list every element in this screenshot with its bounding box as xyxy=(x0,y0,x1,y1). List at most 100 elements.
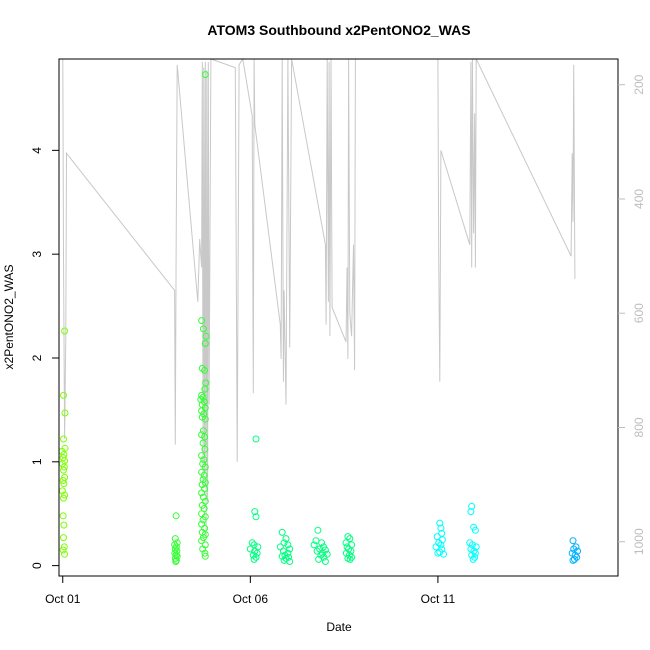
data-point xyxy=(318,549,326,557)
data-point xyxy=(278,552,286,560)
data-point xyxy=(471,526,479,534)
data-point xyxy=(200,471,208,479)
y2-tick-label: 800 xyxy=(632,417,646,437)
data-point xyxy=(346,555,354,563)
data-point xyxy=(172,556,180,564)
data-point xyxy=(199,516,207,524)
chart-title: ATOM3 Southbound x2PentONO2_WAS xyxy=(207,22,470,38)
data-point xyxy=(60,534,67,542)
data-point xyxy=(436,519,444,527)
data-point xyxy=(201,366,209,374)
data-point xyxy=(571,555,578,563)
data-point xyxy=(440,550,447,558)
y-tick-label: 0 xyxy=(30,562,44,569)
y2-tick-label: 400 xyxy=(632,189,646,209)
data-point xyxy=(60,480,68,488)
pressure-line xyxy=(62,57,576,537)
data-points xyxy=(58,71,581,565)
y-tick-label: 4 xyxy=(30,147,44,154)
data-point xyxy=(252,513,260,521)
data-point xyxy=(467,508,475,516)
y2-tick-label: 600 xyxy=(632,303,646,323)
data-point xyxy=(344,533,352,541)
data-point xyxy=(252,553,260,561)
data-point xyxy=(61,491,69,499)
data-point xyxy=(60,466,67,474)
data-point xyxy=(569,537,577,545)
data-point xyxy=(201,340,209,347)
data-point xyxy=(437,524,445,532)
data-point xyxy=(61,550,69,558)
data-point xyxy=(198,391,206,399)
pressure-trace xyxy=(62,57,576,537)
data-point xyxy=(286,558,294,565)
data-point xyxy=(246,545,254,553)
data-point xyxy=(314,526,322,534)
y-axis-label: x2PentONO2_WAS xyxy=(2,265,16,370)
data-point xyxy=(310,541,318,549)
data-point xyxy=(60,543,68,551)
data-point xyxy=(201,463,209,471)
data-point xyxy=(201,549,209,557)
data-point xyxy=(60,494,67,502)
data-point xyxy=(282,535,290,543)
data-point xyxy=(201,385,209,393)
y-tick-label: 2 xyxy=(30,354,44,361)
data-point xyxy=(199,393,207,401)
data-point xyxy=(200,456,208,464)
data-point xyxy=(318,539,326,547)
data-point xyxy=(199,493,207,501)
data-point xyxy=(172,558,180,565)
data-point xyxy=(61,327,69,335)
data-point xyxy=(60,391,67,399)
data-point xyxy=(201,552,209,560)
data-point xyxy=(471,553,479,561)
data-point xyxy=(348,553,356,561)
x-tick-label: Oct 06 xyxy=(233,592,269,606)
data-point xyxy=(199,439,207,447)
data-point xyxy=(471,549,479,557)
data-point xyxy=(468,541,476,549)
data-point xyxy=(252,435,260,443)
data-point xyxy=(468,502,476,510)
data-point xyxy=(198,537,206,545)
y2-axis: 200 400 600 800 1000 xyxy=(618,74,646,555)
data-point xyxy=(59,477,67,484)
data-point xyxy=(284,541,292,549)
data-point xyxy=(60,435,67,443)
data-point xyxy=(433,533,441,541)
y-tick-label: 1 xyxy=(30,458,44,465)
data-point xyxy=(345,551,353,559)
data-point xyxy=(286,545,294,553)
data-point xyxy=(198,364,206,372)
x-axis-label: Date xyxy=(326,620,352,634)
data-point xyxy=(172,512,180,520)
data-point xyxy=(60,463,68,471)
y2-tick-label: 1000 xyxy=(632,528,646,555)
data-point xyxy=(61,409,69,417)
y-axis: 0 1 2 3 4 xyxy=(30,147,59,569)
data-point xyxy=(469,555,477,563)
data-point xyxy=(171,541,179,549)
data-point xyxy=(346,535,354,543)
data-point xyxy=(321,558,329,565)
data-point xyxy=(201,415,209,423)
data-point xyxy=(198,481,206,489)
y-tick-label: 3 xyxy=(30,251,44,258)
data-point xyxy=(202,332,210,340)
data-point xyxy=(201,433,209,441)
data-point xyxy=(253,549,261,557)
data-point xyxy=(59,546,67,554)
y2-tick-label: 200 xyxy=(632,74,646,94)
data-point xyxy=(198,489,206,497)
data-point xyxy=(199,325,207,333)
data-point xyxy=(279,547,287,555)
data-point xyxy=(280,539,288,547)
data-point xyxy=(572,543,580,551)
data-point xyxy=(60,521,68,529)
data-point xyxy=(173,547,181,555)
data-point xyxy=(198,317,206,325)
data-point xyxy=(201,445,209,453)
data-point xyxy=(278,528,286,536)
